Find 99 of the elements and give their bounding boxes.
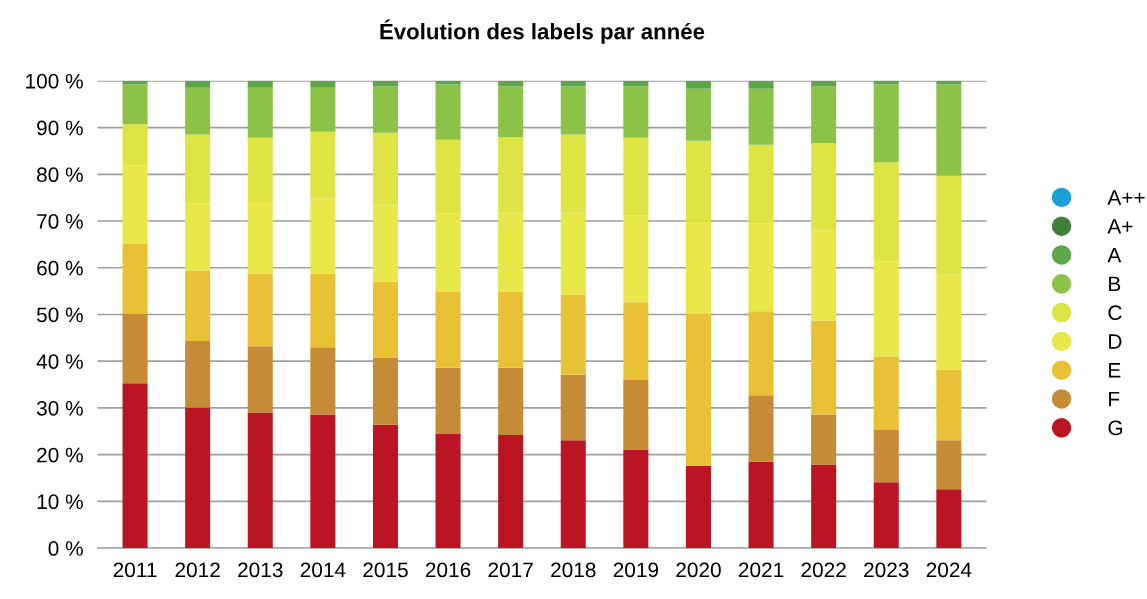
bar [247, 412, 273, 549]
x-tick-label: 2016 [425, 562, 471, 578]
bar [185, 341, 211, 408]
legend-label: A [1107, 247, 1122, 263]
bar [247, 273, 273, 347]
bar [122, 80, 148, 85]
bar [748, 88, 774, 145]
x-tick-label: 2021 [738, 562, 784, 578]
bar [435, 434, 461, 549]
y-tick-label: 70 % [37, 214, 83, 229]
y-tick-label: 20 % [37, 447, 83, 463]
bar [685, 88, 711, 141]
y-tick-label: 40 % [36, 354, 83, 369]
y-tick-label: 50 % [36, 307, 83, 323]
x-tick-label: 2024 [926, 562, 972, 578]
bar [560, 440, 586, 549]
legend-label: A+ [1107, 219, 1133, 234]
x-tick-label: 2011 [113, 562, 157, 578]
bar [936, 84, 962, 176]
bar [936, 369, 962, 441]
bar [310, 273, 336, 348]
bar [623, 449, 649, 549]
chart-title: Évolution des labels par année [380, 19, 705, 44]
bar [748, 395, 774, 462]
bar [873, 84, 899, 163]
bar [936, 440, 962, 490]
bar [811, 414, 837, 465]
y-tick-label: 80 % [37, 167, 83, 183]
legend-label: B [1109, 276, 1121, 292]
x-tick-label: 2013 [238, 562, 283, 578]
bar [498, 367, 524, 436]
x-tick-label: 2014 [300, 562, 346, 578]
bar [310, 87, 336, 132]
bar [310, 414, 336, 549]
x-tick-label: 2019 [613, 562, 659, 578]
bar [372, 424, 398, 549]
y-tick-label: 0 % [48, 541, 83, 556]
x-tick-label: 2022 [801, 562, 846, 578]
bar [560, 294, 586, 375]
bar [498, 86, 524, 137]
bar [247, 346, 273, 413]
bar [185, 270, 211, 342]
bar [435, 292, 461, 368]
bar [435, 84, 461, 140]
bar [936, 489, 962, 549]
bar [748, 461, 774, 549]
bar [435, 80, 461, 85]
bar [185, 407, 211, 549]
bar [498, 435, 524, 549]
bar [936, 80, 962, 85]
bar [560, 374, 586, 441]
legend-label: D [1109, 334, 1122, 349]
bar [685, 313, 711, 466]
x-tick-label: 2023 [864, 562, 909, 578]
bar [372, 357, 398, 425]
bar [873, 356, 899, 430]
bar [372, 86, 398, 133]
bar [498, 292, 524, 368]
bar [372, 281, 398, 358]
y-tick-label: 30 % [36, 400, 83, 416]
bar [873, 429, 899, 483]
bar [873, 482, 899, 549]
bar [623, 379, 649, 450]
bar [122, 243, 148, 314]
bar [811, 320, 837, 415]
bar [435, 367, 461, 435]
legend-label: A++ [1107, 190, 1145, 205]
y-tick-label: 10 % [37, 494, 83, 510]
bar [122, 313, 148, 384]
bar [310, 347, 336, 415]
y-tick-label: 90 % [37, 120, 83, 136]
bar [748, 80, 774, 89]
bar [811, 86, 837, 144]
legend-label: C [1108, 305, 1122, 321]
bar [623, 302, 649, 380]
bar [310, 80, 336, 88]
bar [873, 80, 899, 85]
bar [122, 383, 148, 549]
bar [685, 465, 711, 549]
bar [623, 86, 649, 138]
bar [185, 87, 211, 135]
x-tick-label: 2012 [175, 562, 220, 578]
bar [247, 87, 273, 138]
bar [122, 84, 148, 125]
bar [811, 464, 837, 549]
legend-label: E [1109, 363, 1121, 378]
x-tick-label: 2018 [551, 562, 596, 578]
x-tick-label: 2020 [676, 562, 721, 578]
legend-label: G [1108, 420, 1123, 436]
bar [185, 80, 211, 88]
bar [560, 86, 586, 135]
x-tick-label: 2015 [363, 562, 408, 578]
y-tick-label: 60 % [37, 260, 83, 276]
bar [685, 80, 711, 89]
legend-label: F [1109, 391, 1120, 407]
bar [748, 311, 774, 396]
bar [247, 80, 273, 88]
y-tick-label: 100 % [26, 73, 83, 89]
x-tick-label: 2017 [488, 562, 533, 578]
